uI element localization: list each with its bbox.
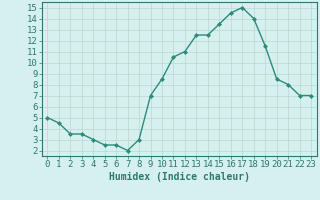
X-axis label: Humidex (Indice chaleur): Humidex (Indice chaleur) bbox=[109, 172, 250, 182]
